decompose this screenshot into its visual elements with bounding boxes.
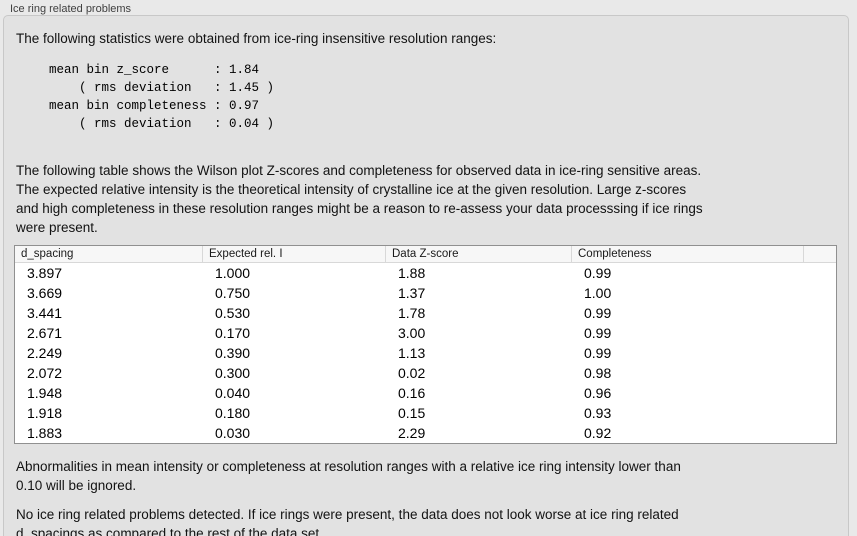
table-cell: 0.040 bbox=[215, 385, 251, 401]
table-cell: 2.29 bbox=[398, 425, 426, 441]
table-cell-empty bbox=[804, 383, 836, 403]
intro-text: The following statistics were obtained f… bbox=[16, 31, 497, 46]
stats-block: mean bin z_score : 1.84 ( rms deviation … bbox=[49, 63, 275, 131]
conclusion-text: No ice ring related problems detected. I… bbox=[16, 507, 679, 536]
table-cell: 3.669 bbox=[27, 285, 63, 301]
table-cell: 3.00 bbox=[398, 325, 426, 341]
table-cell: 0.99 bbox=[584, 325, 612, 341]
column-header[interactable]: Data Z-score bbox=[386, 246, 572, 262]
table-cell: 0.96 bbox=[584, 385, 612, 401]
table-cell-empty bbox=[804, 303, 836, 323]
table-cell: 0.92 bbox=[584, 425, 612, 441]
table-cell-empty bbox=[804, 403, 836, 423]
group-box-title: Ice ring related problems bbox=[10, 3, 132, 15]
table-row[interactable]: 3.669 0.750 1.37 1.00 bbox=[15, 283, 836, 303]
table-cell: 2.249 bbox=[27, 345, 63, 361]
table-cell: 0.99 bbox=[584, 305, 612, 321]
table-header: d_spacing Expected rel. I Data Z-score Comp… bbox=[15, 246, 836, 263]
ignore-note: Abnormalities in mean intensity or compl… bbox=[16, 459, 681, 493]
column-header[interactable]: Completeness bbox=[572, 246, 804, 262]
table-cell: 1.78 bbox=[398, 305, 426, 321]
table-cell: 1.13 bbox=[398, 345, 426, 361]
table-cell: 1.00 bbox=[584, 285, 612, 301]
table-cell: 0.99 bbox=[584, 265, 612, 281]
table-cell: 3.897 bbox=[27, 265, 63, 281]
column-header[interactable] bbox=[804, 246, 836, 262]
table-cell: 0.15 bbox=[398, 405, 426, 421]
table-cell: 0.030 bbox=[215, 425, 251, 441]
table-cell: 1.37 bbox=[398, 285, 426, 301]
table-cell: 0.02 bbox=[398, 365, 426, 381]
table-row[interactable]: 3.897 1.000 1.88 0.99 bbox=[15, 263, 836, 283]
table-cell: 1.918 bbox=[27, 405, 63, 421]
table-row[interactable]: 3.441 0.530 1.78 0.99 bbox=[15, 303, 836, 323]
table-row[interactable]: 1.883 0.030 2.29 0.92 bbox=[15, 423, 836, 443]
table-cell-empty bbox=[804, 283, 836, 303]
table-row[interactable]: 1.948 0.040 0.16 0.96 bbox=[15, 383, 836, 403]
table-cell-empty bbox=[804, 343, 836, 363]
table-cell: 0.99 bbox=[584, 345, 612, 361]
table-cell: 0.300 bbox=[215, 365, 251, 381]
table-row[interactable]: 2.072 0.300 0.02 0.98 bbox=[15, 363, 836, 383]
table-cell: 2.671 bbox=[27, 325, 63, 341]
table-description: The following table shows the Wilson plo… bbox=[16, 163, 703, 235]
table-cell: 0.390 bbox=[215, 345, 251, 361]
table-row[interactable]: 1.918 0.180 0.15 0.93 bbox=[15, 403, 836, 423]
table-cell: 0.170 bbox=[215, 325, 251, 341]
table-cell-empty bbox=[804, 323, 836, 343]
column-header[interactable]: d_spacing bbox=[15, 246, 203, 262]
table-cell-empty bbox=[804, 363, 836, 383]
table-cell: 0.93 bbox=[584, 405, 612, 421]
column-header[interactable]: Expected rel. I bbox=[203, 246, 386, 262]
table-cell: 0.530 bbox=[215, 305, 251, 321]
table-cell-empty bbox=[804, 263, 836, 283]
ice-ring-table: d_spacing Expected rel. I Data Z-score Comp… bbox=[14, 245, 837, 444]
table-cell: 1.948 bbox=[27, 385, 63, 401]
table-row[interactable]: 2.671 0.170 3.00 0.99 bbox=[15, 323, 836, 343]
table-cell: 0.180 bbox=[215, 405, 251, 421]
table-cell: 0.16 bbox=[398, 385, 426, 401]
table-body: 3.897 1.000 1.88 0.99 3.669 0.750 1.37 1.00 3.44… bbox=[15, 263, 836, 443]
table-cell-empty bbox=[804, 423, 836, 443]
table-cell: 2.072 bbox=[27, 365, 63, 381]
table-cell: 1.000 bbox=[215, 265, 251, 281]
table-cell: 0.750 bbox=[215, 285, 251, 301]
table-row[interactable]: 2.249 0.390 1.13 0.99 bbox=[15, 343, 836, 363]
ice-ring-group-box: The following statistics were obtained f… bbox=[3, 15, 849, 536]
table-cell: 0.98 bbox=[584, 365, 612, 381]
table-cell: 3.441 bbox=[27, 305, 63, 321]
table-cell: 1.88 bbox=[398, 265, 426, 281]
table-cell: 1.883 bbox=[27, 425, 63, 441]
